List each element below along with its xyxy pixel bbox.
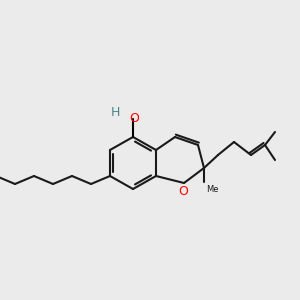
Text: Me: Me — [206, 185, 218, 194]
Text: O: O — [129, 112, 139, 125]
Text: O: O — [178, 185, 188, 198]
Text: H: H — [111, 106, 120, 118]
